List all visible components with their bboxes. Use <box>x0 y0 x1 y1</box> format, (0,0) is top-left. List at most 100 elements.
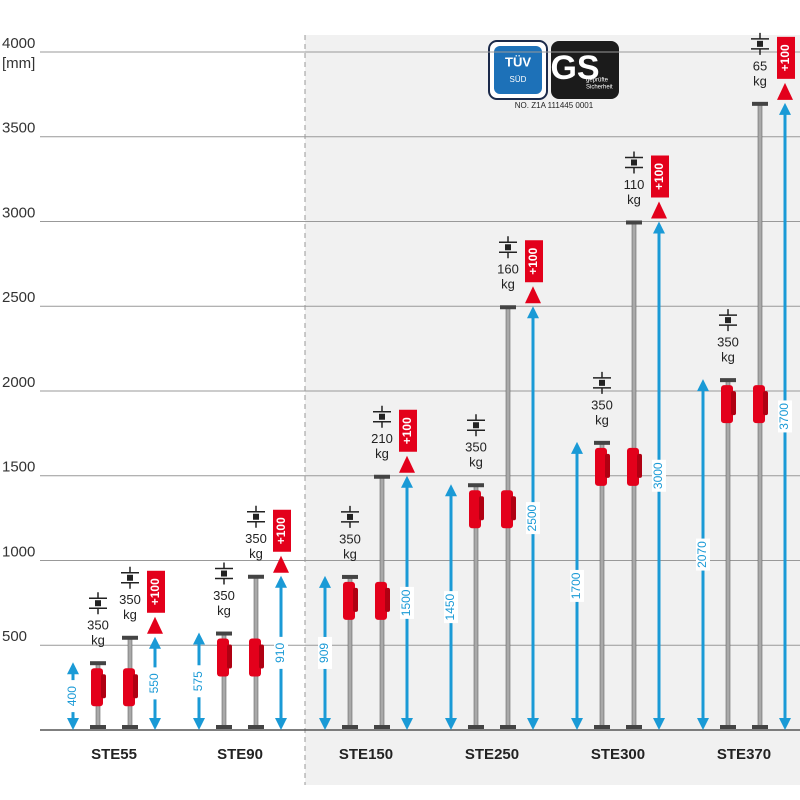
tuv-top: TÜV <box>505 54 531 69</box>
arrow-head <box>319 575 331 588</box>
label-bg <box>444 591 458 624</box>
prop-foot <box>90 725 106 729</box>
y-tick-label: 2500 <box>2 289 35 306</box>
height-label: 575 <box>191 671 205 691</box>
prop-foot <box>720 725 736 729</box>
load-value: 350 <box>717 335 739 350</box>
prop-handle <box>375 581 387 620</box>
arrow-head <box>571 718 583 730</box>
prop-foot <box>500 725 516 729</box>
load-icon <box>379 413 385 420</box>
load-value: 350 <box>245 531 267 546</box>
arrow-head <box>275 718 287 730</box>
arrow-head <box>527 306 539 319</box>
arrow-head <box>653 718 665 730</box>
load-icon <box>599 379 605 386</box>
label-bg <box>778 400 792 433</box>
arrow-head <box>571 441 583 454</box>
load-icon <box>127 574 133 581</box>
gs-mark: GS <box>550 49 599 87</box>
extension-badge <box>777 36 795 79</box>
label-bg <box>526 502 540 535</box>
arrow-head <box>653 221 665 234</box>
load-icon <box>247 505 265 528</box>
extension-label: +100 <box>652 163 666 190</box>
load-icon <box>95 600 101 607</box>
load-icon <box>725 317 731 324</box>
height-label: 1700 <box>569 572 583 599</box>
prop-head <box>90 661 106 666</box>
load-unit: kg <box>501 277 515 292</box>
load-icon <box>221 570 227 577</box>
highlight-panel <box>305 35 800 785</box>
load-unit: kg <box>595 412 609 427</box>
load-unit: kg <box>375 446 389 461</box>
load-unit: kg <box>469 455 483 470</box>
y-tick-label: 3500 <box>2 120 35 137</box>
arrow-head <box>445 718 457 730</box>
prop-head <box>626 220 642 225</box>
extension-label: +100 <box>274 517 288 544</box>
tuv-bottom: SÜD <box>510 75 527 84</box>
category-label: STE55 <box>91 746 137 763</box>
label-bg <box>148 667 162 700</box>
prop-head <box>248 574 264 579</box>
load-icon <box>341 505 359 528</box>
load-value: 350 <box>87 618 109 633</box>
load-icon <box>253 513 259 520</box>
extension-label: +100 <box>400 417 414 444</box>
prop-lever <box>731 391 736 416</box>
prop-foot <box>216 725 232 729</box>
prop-pole <box>725 378 731 727</box>
prop-handle <box>123 668 135 707</box>
extension-arrow <box>525 286 541 304</box>
prop-lever <box>605 453 610 478</box>
prop-handle <box>217 638 229 677</box>
arrow-head <box>275 575 287 588</box>
height-label: 2070 <box>695 541 709 568</box>
height-label: 1500 <box>399 589 413 616</box>
arrow-head <box>697 379 709 392</box>
y-tick-label: 1000 <box>2 543 35 560</box>
height-label: 400 <box>65 686 79 706</box>
load-icon <box>593 371 611 394</box>
prop-head <box>122 635 138 640</box>
prop-head <box>594 440 610 445</box>
prop-lever <box>259 644 264 669</box>
label-bg <box>318 636 332 669</box>
prop-head <box>342 574 358 579</box>
prop-head <box>216 631 232 636</box>
gs-caption: Sicherheit <box>586 85 613 91</box>
prop-handle <box>753 385 765 424</box>
y-tick-label: 3000 <box>2 204 35 221</box>
category-label: STE370 <box>717 746 771 763</box>
load-unit: kg <box>217 603 231 618</box>
arrow-head <box>319 718 331 730</box>
arrow-head <box>697 718 709 730</box>
prop-head <box>500 305 516 310</box>
height-label: 1450 <box>443 593 457 620</box>
arrow-head <box>149 718 161 730</box>
arrow-head <box>67 718 79 730</box>
extension-badge <box>147 570 165 613</box>
load-value: 160 <box>497 262 519 277</box>
prop-lever <box>133 674 138 699</box>
extension-badge <box>399 409 417 452</box>
extension-badge <box>651 155 669 198</box>
arrow-head <box>193 718 205 730</box>
extension-badge <box>525 240 543 283</box>
extension-arrow <box>777 82 793 100</box>
extension-arrow <box>147 616 163 634</box>
prop-handle <box>249 638 261 677</box>
label-bg <box>274 636 288 669</box>
arrow-head <box>193 632 205 645</box>
prop-lever <box>479 496 484 521</box>
load-icon <box>473 422 479 429</box>
load-value: 350 <box>213 588 235 603</box>
load-icon <box>625 151 643 174</box>
prop-lever <box>511 496 516 521</box>
label-bg <box>66 680 80 713</box>
prop-lever <box>101 674 106 699</box>
y-tick-label: 4000 <box>2 35 35 52</box>
arrow-head <box>401 475 413 488</box>
